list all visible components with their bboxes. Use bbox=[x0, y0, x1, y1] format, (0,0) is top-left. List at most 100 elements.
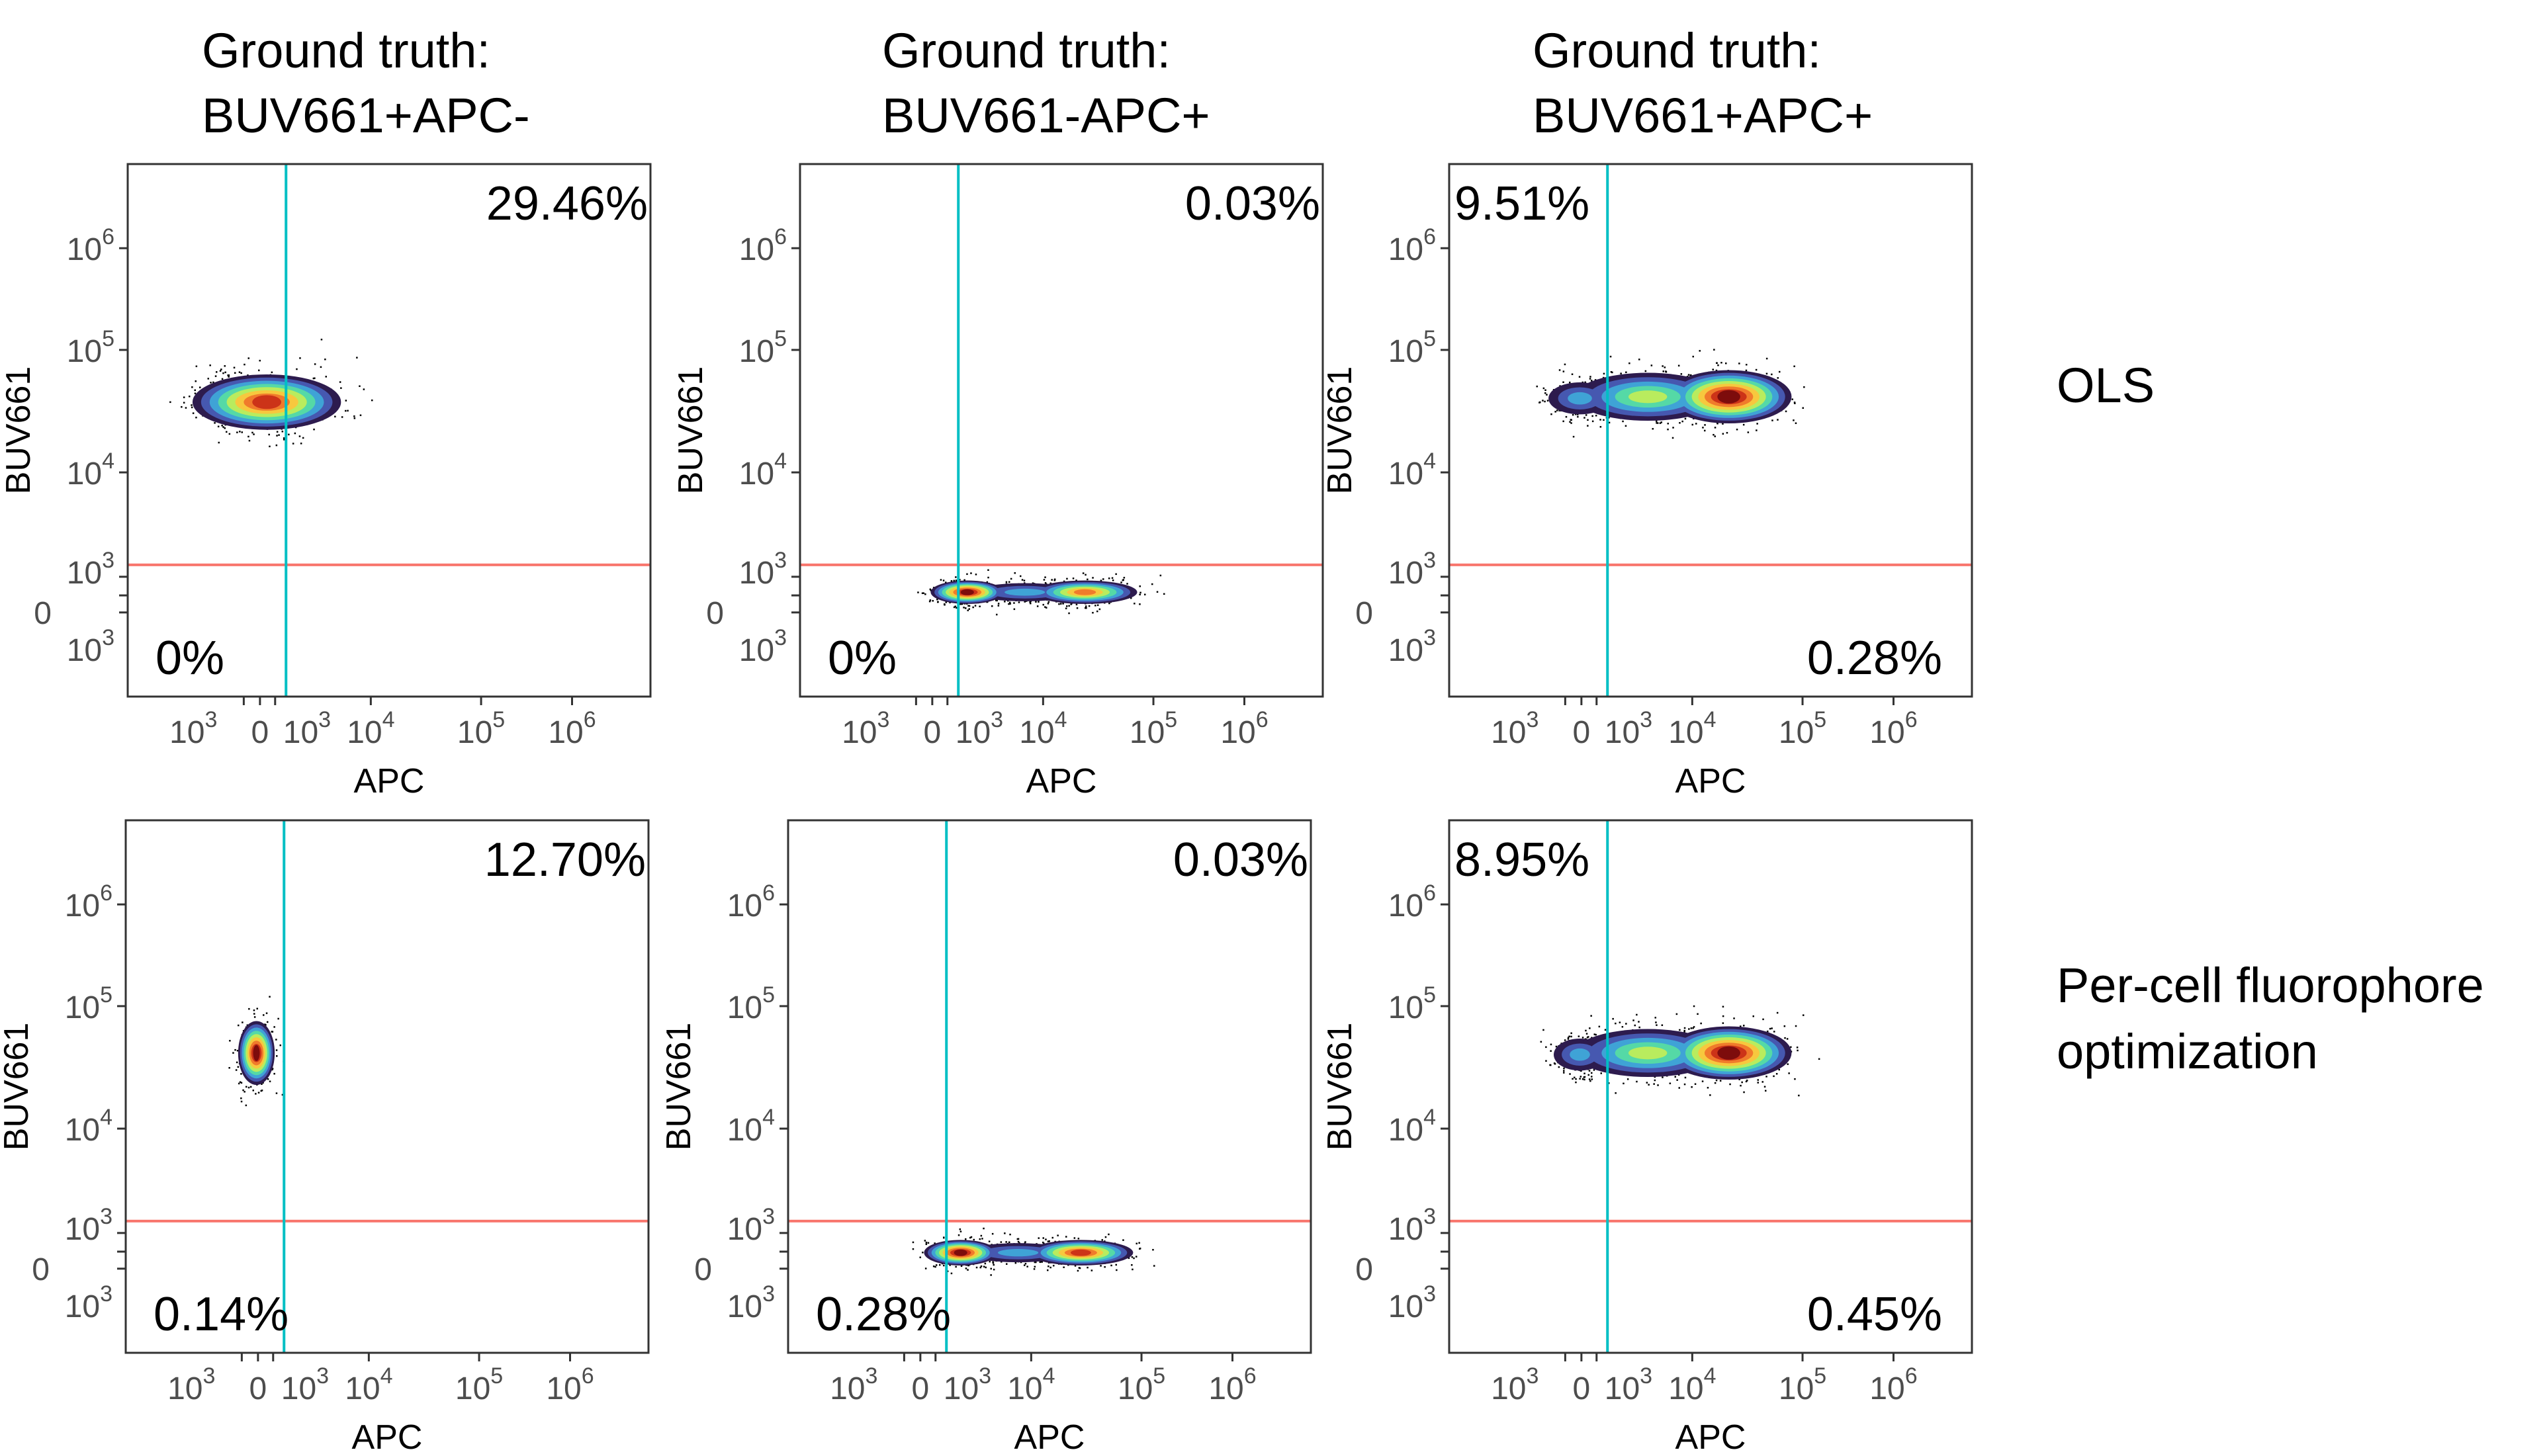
event-dot bbox=[1622, 420, 1624, 423]
panel-border bbox=[799, 163, 1324, 698]
column-title-2: Ground truth: BUV661-APC+ bbox=[882, 19, 1210, 148]
event-dot bbox=[968, 605, 971, 607]
event-dot bbox=[228, 1067, 230, 1069]
event-dot bbox=[313, 428, 315, 431]
x-tick-label: 105 bbox=[457, 707, 505, 750]
event-dot bbox=[1677, 1074, 1680, 1076]
event-dot bbox=[1136, 1242, 1137, 1245]
event-dot bbox=[1747, 431, 1750, 433]
quadrant-percent-lower-right: 0.45% bbox=[1807, 1288, 1942, 1341]
flow-plot-panel-2: 103 0 103 104 105 106 103 0 103 104 105 106 APC BUV66… bbox=[672, 163, 1324, 800]
event-dot bbox=[1716, 423, 1718, 425]
event-dot bbox=[960, 1265, 963, 1267]
event-dot bbox=[1040, 1261, 1042, 1263]
event-dot bbox=[1765, 357, 1768, 360]
event-dot bbox=[1047, 1240, 1049, 1242]
plot-background bbox=[1449, 820, 1972, 1353]
event-dot bbox=[1612, 1017, 1614, 1020]
event-dot bbox=[1006, 1263, 1008, 1265]
event-dot bbox=[1654, 1017, 1656, 1019]
event-dot bbox=[965, 1238, 967, 1240]
event-dot bbox=[1111, 577, 1114, 579]
event-dot bbox=[1108, 602, 1110, 605]
event-dot bbox=[1092, 577, 1094, 579]
event-dot bbox=[1650, 364, 1653, 366]
event-dot bbox=[1625, 425, 1627, 427]
event-dot bbox=[980, 1265, 983, 1267]
event-dot bbox=[997, 603, 1000, 605]
y-tick-label: 104 bbox=[1388, 449, 1436, 492]
event-dot bbox=[248, 1007, 250, 1010]
x-tick-label: 103 bbox=[1605, 707, 1652, 750]
event-dot bbox=[1707, 1087, 1709, 1089]
event-dot bbox=[298, 435, 301, 437]
event-dot bbox=[1662, 1076, 1664, 1078]
event-dot bbox=[195, 365, 198, 367]
event-dot bbox=[258, 369, 260, 372]
event-dot bbox=[189, 396, 191, 398]
event-dot bbox=[1636, 1013, 1638, 1016]
event-dot bbox=[1594, 379, 1597, 381]
event-dot bbox=[191, 406, 193, 409]
event-dot bbox=[1761, 1081, 1763, 1083]
event-dot bbox=[1564, 1039, 1566, 1041]
event-dot bbox=[183, 396, 185, 398]
x-tick-label: 103 bbox=[842, 707, 889, 750]
event-dot bbox=[1795, 422, 1797, 424]
event-dot bbox=[1793, 365, 1795, 367]
event-dot bbox=[1591, 380, 1593, 382]
event-dot bbox=[1104, 1236, 1107, 1238]
x-tick-label: 103 bbox=[1491, 1363, 1538, 1406]
event-dot bbox=[925, 1242, 928, 1244]
event-dot bbox=[1098, 608, 1101, 611]
event-dot bbox=[227, 374, 229, 376]
event-dot bbox=[275, 444, 278, 447]
event-dot bbox=[929, 599, 932, 601]
event-dot bbox=[1672, 437, 1674, 439]
event-dot bbox=[1553, 1062, 1556, 1064]
event-dot bbox=[1776, 1011, 1779, 1014]
panel-border bbox=[1448, 163, 1973, 698]
event-dot bbox=[968, 608, 970, 610]
event-dot bbox=[183, 402, 185, 404]
panel-border bbox=[126, 163, 652, 698]
event-dot bbox=[1771, 373, 1773, 376]
quadrant-percent-upper-left: 9.51% bbox=[1454, 177, 1589, 230]
event-dot bbox=[219, 370, 222, 372]
event-dot bbox=[1720, 362, 1722, 364]
event-dot bbox=[1765, 1090, 1767, 1092]
density-level-5 bbox=[1628, 1047, 1668, 1060]
event-dot bbox=[1763, 1086, 1766, 1088]
event-dot bbox=[244, 363, 245, 366]
event-dot bbox=[1044, 576, 1046, 578]
event-dot bbox=[1023, 579, 1026, 581]
y-tick-label: 0 bbox=[706, 596, 724, 631]
event-dot bbox=[253, 1009, 255, 1011]
y-tick-label: 106 bbox=[1388, 880, 1436, 923]
x-tick-label: 0 bbox=[251, 715, 269, 750]
x-axis-title: APC bbox=[1014, 1418, 1085, 1456]
event-dot bbox=[218, 441, 220, 444]
event-dot bbox=[1568, 1035, 1570, 1037]
event-dot bbox=[261, 1083, 263, 1085]
quadrant-percent-upper-right: 0.03% bbox=[1173, 834, 1308, 886]
event-dot bbox=[1659, 422, 1662, 424]
event-dot bbox=[1144, 593, 1146, 595]
event-dot bbox=[991, 1232, 994, 1235]
event-dot bbox=[1108, 1233, 1110, 1236]
event-dot bbox=[1096, 610, 1098, 613]
y-axis-title: BUV661 bbox=[1321, 366, 1359, 495]
event-dot bbox=[1595, 415, 1597, 417]
event-dot bbox=[937, 601, 939, 603]
x-tick-label: 103 bbox=[1491, 707, 1538, 750]
column-title-1-line1: Ground truth: bbox=[202, 23, 491, 78]
x-tick-label: 106 bbox=[1869, 707, 1917, 750]
event-dot bbox=[1818, 1058, 1820, 1060]
event-dot bbox=[1790, 1046, 1792, 1049]
event-dot bbox=[1130, 597, 1132, 599]
event-dot bbox=[979, 605, 981, 607]
event-dot bbox=[939, 1263, 941, 1266]
flow-plot-panel-6: 103 0 103 104 105 106 103 0 103 104 105 106 APC BUV66… bbox=[1321, 819, 1973, 1456]
event-dot bbox=[1024, 1263, 1027, 1265]
event-dot bbox=[265, 1012, 268, 1014]
